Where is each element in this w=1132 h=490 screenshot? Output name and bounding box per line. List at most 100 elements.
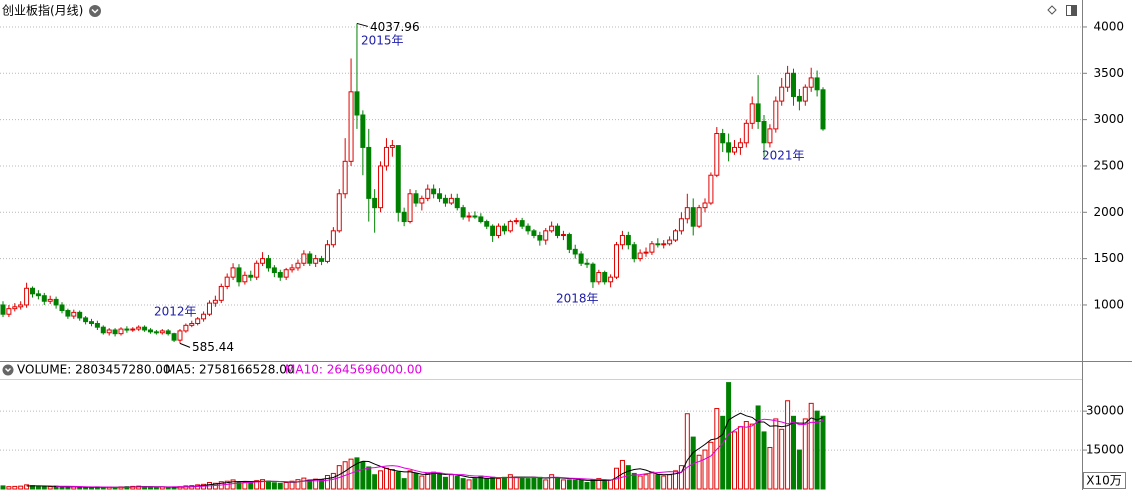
volume-bar: [732, 431, 738, 490]
candle-body: [537, 234, 543, 241]
candle-body: [496, 225, 502, 236]
volume-bar: [260, 479, 266, 490]
ma10-line: [56, 418, 824, 488]
collapse-button[interactable]: [89, 5, 101, 17]
volume-bar: [796, 449, 802, 490]
volume-bar: [625, 465, 631, 490]
volume-bar: [490, 476, 496, 490]
candle-body: [224, 276, 230, 287]
volume-bar: [678, 465, 684, 490]
volume-bar: [643, 474, 649, 490]
candle-body: [147, 329, 153, 333]
candle-body: [726, 142, 732, 153]
volume-bar: [791, 415, 797, 490]
volume-bar: [519, 476, 525, 490]
volume-bar: [525, 478, 531, 490]
volume-bar: [537, 476, 543, 490]
candle-body: [230, 267, 236, 278]
candle-body: [6, 308, 12, 315]
chart-title: 创业板指(月线): [2, 3, 83, 18]
candle-body: [24, 287, 30, 306]
candle-body: [425, 188, 431, 199]
max-label: 4037.96: [370, 20, 420, 34]
legend-ma5: MA5: 2758166528.00: [165, 363, 295, 377]
volume-bar: [407, 470, 413, 490]
candle-body: [602, 272, 608, 283]
volume-bar: [289, 480, 295, 490]
volume-bar: [555, 478, 561, 490]
candle-body: [566, 234, 572, 250]
panel-button[interactable]: [1066, 5, 1077, 16]
candle-body: [59, 304, 65, 312]
candle-body: [560, 234, 566, 237]
candle-body: [655, 243, 661, 246]
volume-bar: [773, 418, 779, 490]
volume-bar: [254, 480, 260, 490]
candle-body: [106, 329, 112, 334]
candle-body: [136, 326, 142, 330]
legend-volume: VOLUME: 2803457280.00: [17, 363, 171, 377]
candle-body: [295, 262, 301, 269]
volume-bar: [425, 472, 431, 490]
candle-body: [289, 267, 295, 271]
volume-bar: [454, 475, 460, 490]
candle-body: [773, 100, 779, 130]
volume-bar: [0, 485, 6, 490]
volume-bar: [354, 457, 360, 490]
candle-body: [65, 310, 71, 317]
candle-body: [673, 230, 679, 241]
candle-body: [472, 215, 478, 218]
volume-bar: [437, 472, 443, 490]
volume-bar: [330, 472, 336, 490]
volume-bar: [301, 477, 307, 490]
candle-body: [248, 274, 254, 278]
candle-body: [71, 311, 77, 317]
volume-bar: [130, 485, 136, 490]
candle-body: [720, 133, 726, 144]
volume-bar: [802, 418, 808, 490]
candle-body: [802, 86, 808, 102]
annotation: 2018年: [556, 292, 599, 306]
volume-bar: [496, 478, 502, 490]
candle-body: [690, 207, 696, 227]
volume-bar: [419, 475, 425, 490]
candle-body: [395, 145, 401, 213]
volume-bar: [24, 484, 30, 490]
volume-collapse-button[interactable]: [2, 364, 14, 376]
candle-body: [743, 122, 749, 144]
volume-bar: [667, 474, 673, 490]
diamond-button[interactable]: [1047, 5, 1057, 15]
volume-bar: [673, 470, 679, 490]
volume-bar: [484, 478, 490, 490]
candle-body: [820, 89, 826, 130]
candle-body: [513, 220, 519, 223]
volume-bar: [755, 405, 761, 490]
volume-bar: [360, 461, 366, 490]
y-tick-label: 2500: [1093, 158, 1124, 172]
volume-bar: [543, 479, 549, 490]
volume-bar: [560, 479, 566, 490]
candle-body: [271, 267, 277, 274]
candle-body: [336, 193, 342, 232]
volume-bar: [136, 485, 142, 490]
volume-bar: [566, 479, 572, 490]
volume-bar: [183, 485, 189, 490]
candle-body: [307, 253, 313, 264]
candle-body: [183, 324, 189, 332]
volume-bar: [35, 486, 41, 490]
candle-body: [142, 326, 148, 331]
y-tick-label: 3000: [1093, 112, 1124, 126]
candle-body: [29, 287, 35, 295]
volume-bar: [466, 479, 472, 490]
candle-body: [490, 225, 496, 236]
candle-body: [171, 333, 177, 341]
candle-body: [484, 221, 490, 227]
volume-bar: [283, 482, 289, 490]
candle-body: [206, 302, 212, 315]
volume-bar: [401, 478, 407, 490]
candle-body: [549, 225, 555, 232]
candle-body: [684, 207, 690, 220]
candle-body: [378, 165, 384, 209]
candle-body: [649, 243, 655, 253]
volume-bar: [77, 486, 83, 490]
